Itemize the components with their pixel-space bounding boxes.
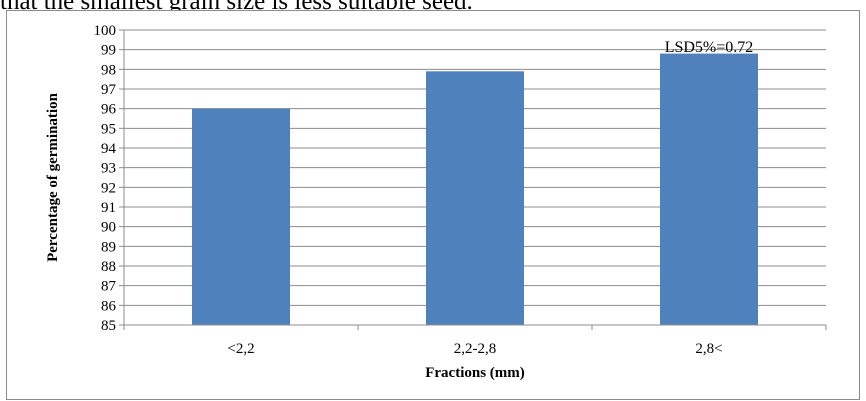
bars xyxy=(192,53,758,326)
y-tick-label: 91 xyxy=(101,200,116,216)
lsd-annotation: LSD5%=0.72 xyxy=(665,39,754,56)
y-tick-label: 97 xyxy=(101,82,117,98)
x-axis-title: Fractions (mm) xyxy=(425,365,525,381)
x-tick-label: 2,2-2,8 xyxy=(454,341,497,357)
y-tick-label: 100 xyxy=(94,23,117,39)
axes xyxy=(119,29,827,330)
y-axis-title: Percentage of germination xyxy=(45,92,61,261)
y-tick-label: 86 xyxy=(101,298,117,314)
y-tick-label: 92 xyxy=(101,180,116,196)
bar xyxy=(660,53,758,325)
bar xyxy=(426,71,524,325)
y-tick-label: 99 xyxy=(101,43,116,59)
y-tick-label: 98 xyxy=(101,62,116,78)
y-tick-label: 85 xyxy=(101,318,116,334)
y-tick-label: 93 xyxy=(101,161,116,177)
bar xyxy=(192,108,290,326)
y-tick-label: 94 xyxy=(101,141,117,157)
y-tick-label: 89 xyxy=(101,239,116,255)
labels: 85 86 87 88 89 90 91 92 93 94 95 96 97 98 99 100 <2,2 2,2… xyxy=(45,23,753,381)
y-tick-label: 87 xyxy=(101,279,117,295)
x-tick-label: 2,8< xyxy=(695,341,722,357)
x-tick-label: <2,2 xyxy=(227,341,254,357)
y-tick-label: 96 xyxy=(101,102,117,118)
y-tick-label: 95 xyxy=(101,121,116,137)
y-tick-label: 88 xyxy=(101,259,116,275)
y-tick-label: 90 xyxy=(101,220,116,236)
